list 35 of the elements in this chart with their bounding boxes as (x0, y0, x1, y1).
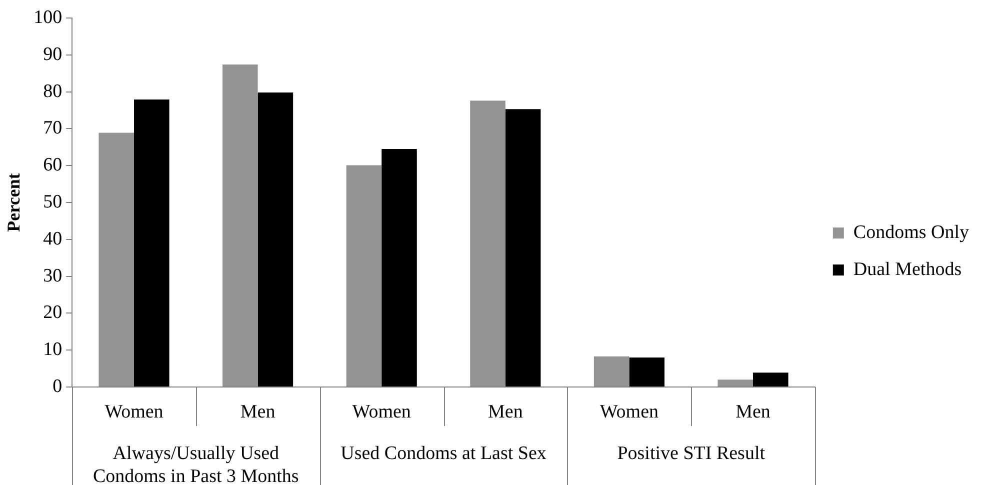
legend-label: Condoms Only (853, 222, 970, 243)
bar (382, 148, 417, 386)
y-tick-label: 0 (52, 376, 62, 397)
y-tick-label: 80 (43, 80, 62, 102)
bar (222, 64, 258, 386)
text: Used Condoms at Last Sex (340, 443, 547, 464)
bar (98, 132, 134, 386)
y-tick-label: 100 (34, 6, 62, 28)
bar (134, 100, 170, 386)
bar (753, 372, 788, 386)
y-axis-title: Percent (3, 173, 24, 232)
y-tick-label: 90 (43, 44, 62, 65)
bar (594, 356, 630, 386)
y-tick-label: 20 (43, 302, 62, 324)
y-tick-label: 70 (43, 118, 62, 139)
y-tick-label: 50 (43, 191, 62, 212)
x-tick-label: Women (104, 401, 164, 422)
bar (258, 92, 294, 386)
y-tick-label: 40 (43, 228, 62, 250)
bar (718, 380, 754, 386)
bar (629, 357, 664, 386)
legend-label: Dual Methods (853, 258, 962, 280)
bar (470, 100, 506, 386)
x-tick-label: Men (240, 401, 276, 422)
text: Always/Usually Used Condoms in Past 3 Months (92, 443, 299, 485)
bar (505, 109, 541, 386)
x-tick-label: Women (600, 401, 660, 422)
x-tick-label: Men (736, 401, 771, 422)
x-tick-label: Men (488, 401, 524, 422)
x-tick-label: Women (352, 401, 412, 422)
bar (346, 165, 382, 386)
y-tick-label: 10 (43, 339, 62, 360)
text: Positive STI Result (617, 443, 766, 464)
y-tick-label: 60 (43, 154, 62, 176)
y-tick-label: 30 (43, 265, 62, 286)
